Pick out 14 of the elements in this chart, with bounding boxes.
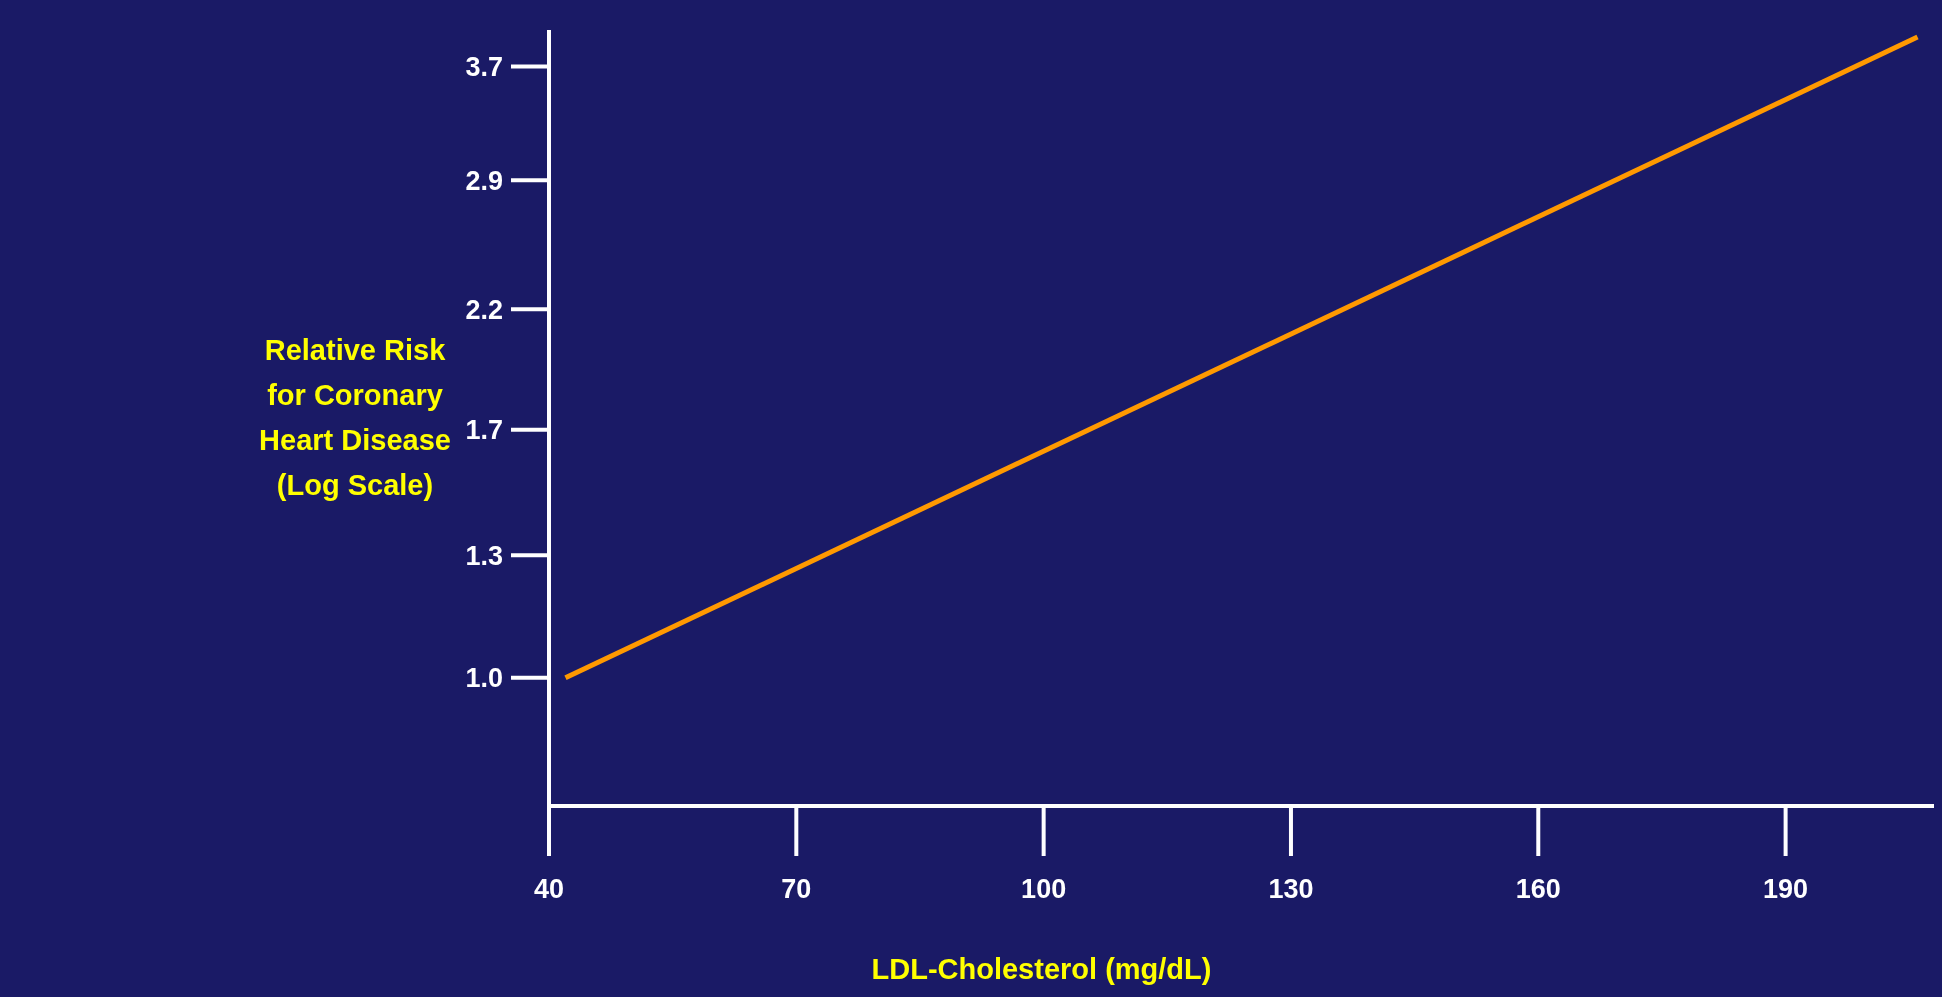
x-tick-label: 160 [1515, 874, 1561, 904]
x-tick-label: 40 [533, 874, 565, 904]
x-tick-label: 100 [1021, 874, 1067, 904]
y-tick-label: 2.2 [465, 294, 503, 325]
y-tick-label: 1.3 [465, 540, 503, 571]
y-tick-label: 2.9 [465, 165, 503, 196]
y-tick-label: 3.7 [465, 51, 503, 82]
x-tick-label: 70 [781, 874, 812, 904]
y-tick-label: 1.0 [465, 663, 503, 694]
x-axis-title: LDL-Cholesterol (mg/dL) [871, 953, 1212, 985]
y-tick-label: 1.7 [465, 415, 503, 446]
x-tick-label: 130 [1268, 874, 1314, 904]
y-axis-title: Relative Risk for Coronary Heart Disease (Log Scale) [259, 334, 451, 501]
x-tick-label: 190 [1763, 874, 1809, 904]
